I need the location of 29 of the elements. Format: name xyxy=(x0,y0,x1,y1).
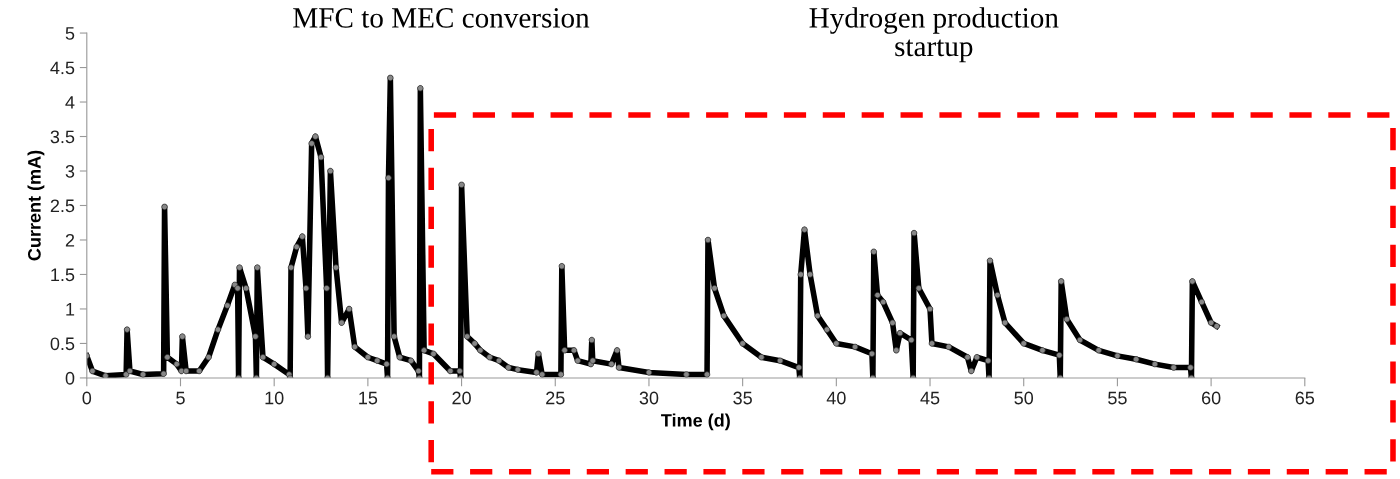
x-tick-label: 35 xyxy=(733,391,752,405)
y-tick-label: 3.5 xyxy=(50,130,75,144)
x-tick-label: 5 xyxy=(176,391,185,405)
x-tick-label: 30 xyxy=(639,391,659,405)
y-tick-label: 4 xyxy=(65,96,75,109)
y-tick-label: 2.5 xyxy=(50,199,75,213)
y-tick-label: 4.5 xyxy=(50,61,75,75)
x-tick-label: 25 xyxy=(546,391,565,405)
x-tick-label: 60 xyxy=(1201,391,1221,405)
y-tick-label: 1.5 xyxy=(51,268,75,282)
text: MFC to MEC conversion xyxy=(293,8,590,28)
x-tick-label: 15 xyxy=(359,391,378,405)
y-tick-label: 0.5 xyxy=(50,337,75,351)
x-tick-label: 50 xyxy=(1014,391,1034,405)
y-tick-label: 0 xyxy=(65,371,75,385)
x-axis-title: Time (d) xyxy=(661,413,730,431)
y-tick-label: 5 xyxy=(65,27,75,40)
x-tick-label: 65 xyxy=(1295,391,1315,405)
x-tick-label: 40 xyxy=(826,391,846,405)
y-tick-label: 3 xyxy=(65,164,75,178)
y-tick-label: 2 xyxy=(65,233,75,247)
x-tick-label: 20 xyxy=(452,391,471,405)
x-tick-label: 45 xyxy=(920,391,940,405)
x-tick-label: 0 xyxy=(82,391,92,405)
y-tick-label: 1 xyxy=(66,303,75,316)
x-tick-label: 10 xyxy=(265,391,284,405)
y-axis-title: Current (mA) xyxy=(27,150,45,261)
annotation: Hydrogen production startup xyxy=(809,7,1059,63)
x-tick-label: 55 xyxy=(1108,391,1127,405)
